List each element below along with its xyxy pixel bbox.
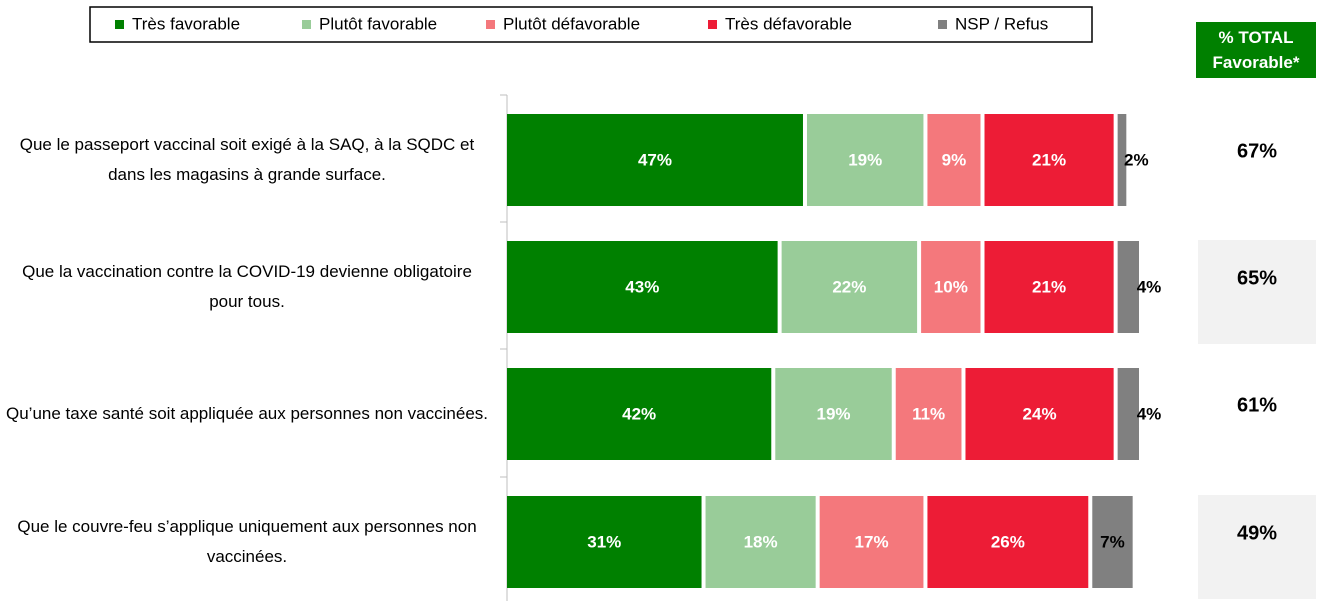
bar-segment [705,496,816,588]
category-label: Que le passeport vaccinal soit exigé à l… [19,135,475,184]
bar-segment [775,368,892,460]
legend-box [89,6,1093,43]
bar-segment [507,368,772,460]
legend-label: Très favorable [132,14,240,33]
legend-label: Très défavorable [725,14,852,33]
data-label: 47% [638,150,672,169]
totals-header-box [1196,22,1316,78]
data-label: 10% [934,277,968,296]
data-label: 22% [832,277,866,296]
totals-row-bg [1198,240,1316,344]
legend-label: NSP / Refus [955,14,1048,33]
data-label: 21% [1032,150,1066,169]
totals-row-bg [1198,495,1316,599]
bar-segment [781,241,918,333]
legend-swatch [486,20,495,29]
data-label: 42% [622,404,656,423]
bar-segment [984,241,1114,333]
data-label: 2% [1124,150,1149,169]
total-label: 49% [1237,522,1277,544]
total-label: 61% [1237,394,1277,416]
bar-segment [507,114,803,206]
bar-segment [921,241,981,333]
category-label: Qu’une taxe santé soit appliquée aux per… [6,404,488,423]
data-label: 19% [816,404,850,423]
data-label: 18% [744,532,778,551]
category-label: Que le couvre-feu s’applique uniquement … [17,517,477,566]
data-label: 17% [855,532,889,551]
legend-swatch [938,20,947,29]
data-label: 11% [912,404,945,423]
bar-segment [507,496,702,588]
legend-swatch [302,20,311,29]
data-label: 26% [991,532,1025,551]
bar-segment [806,114,924,206]
bar-segment [1117,368,1139,460]
data-label: 31% [587,532,621,551]
data-label: 4% [1137,404,1162,423]
bar-segment [965,368,1114,460]
data-label: 19% [848,150,882,169]
legend-label: Plutôt défavorable [503,14,640,33]
bar-segment [507,241,778,333]
bar-segment [927,496,1089,588]
bar-segment [927,114,981,206]
bar-segment [819,496,924,588]
legend-swatch [115,20,124,29]
bar-segment [895,368,962,460]
bar-segment [984,114,1114,206]
bar-segment [1092,496,1133,588]
total-label: 65% [1237,267,1277,289]
legend-label: Plutôt favorable [319,14,437,33]
bar-segment [1117,114,1127,206]
category-label: Que la vaccination contre la COVID-19 de… [22,262,472,311]
totals-header: % TOTAL Favorable* [1212,28,1300,72]
data-label: 9% [942,150,967,169]
data-label: 24% [1023,404,1057,423]
data-label: 21% [1032,277,1066,296]
data-label: 7% [1100,532,1125,551]
data-label: 4% [1137,277,1162,296]
data-label: 43% [625,277,659,296]
legend-swatch [708,20,717,29]
bar-segment [1117,241,1139,333]
total-label: 67% [1237,140,1277,162]
